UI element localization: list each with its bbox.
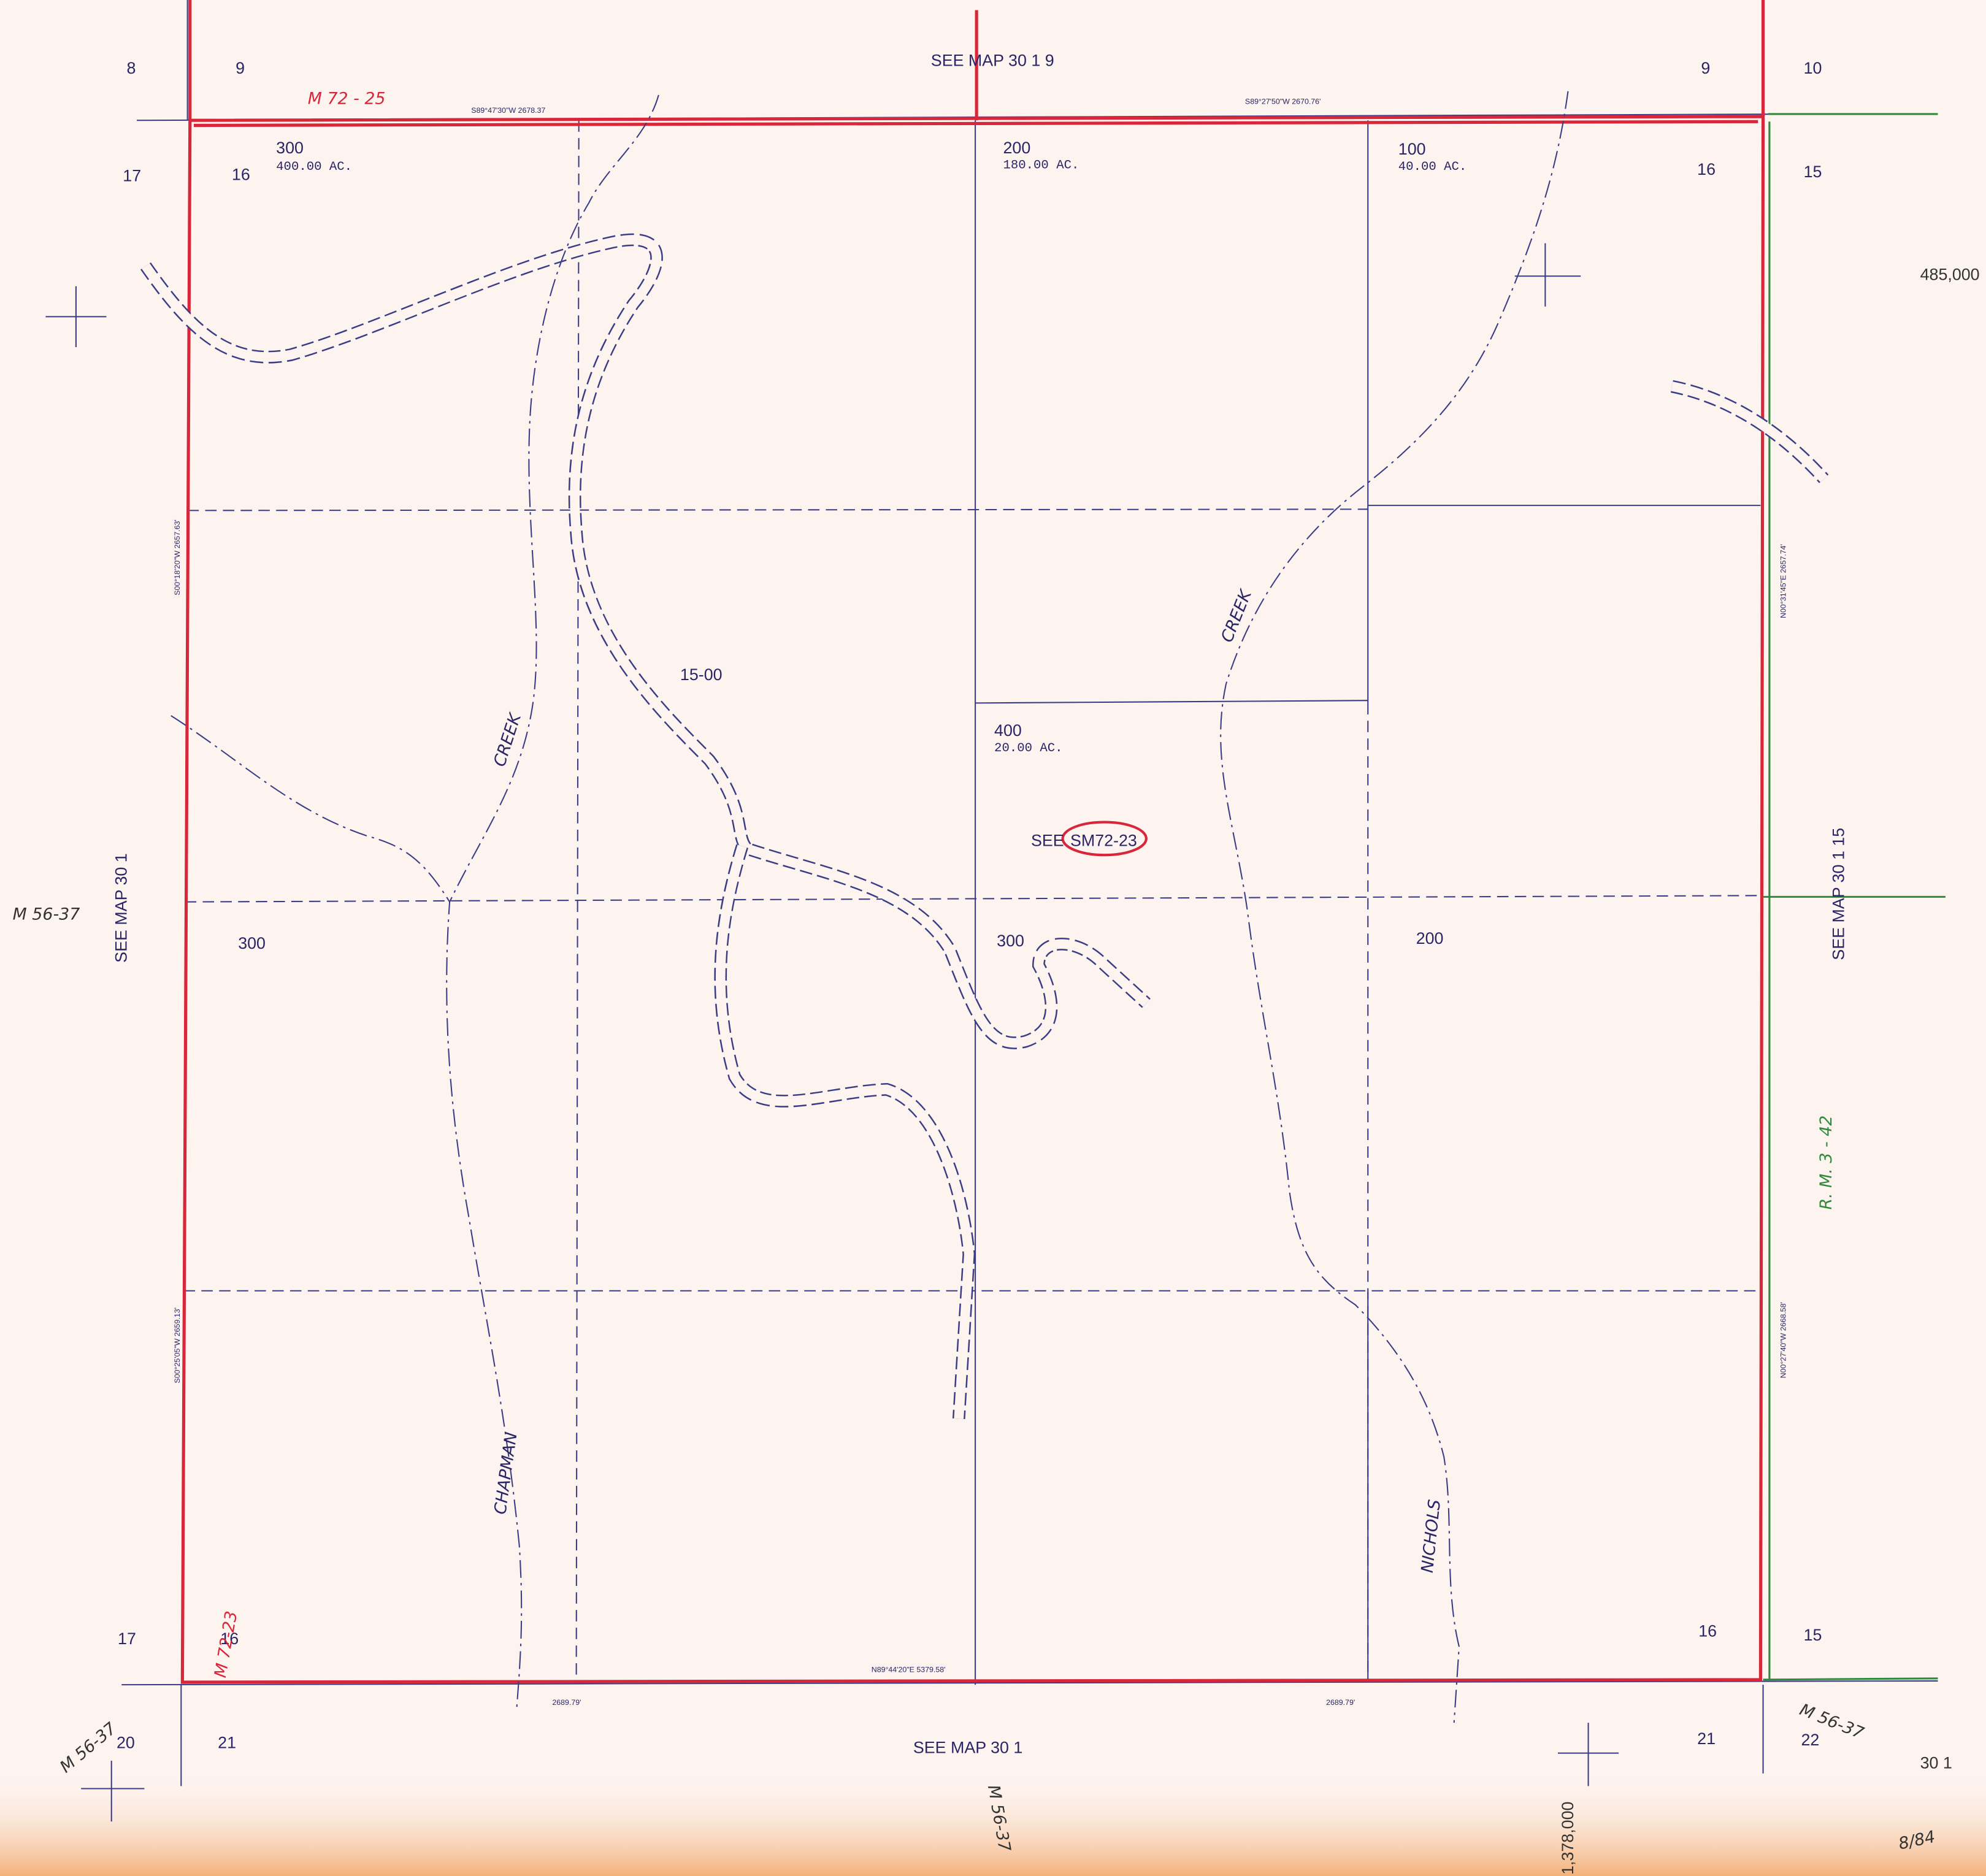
annotation: M 72 - 25: [308, 89, 386, 108]
section-number: 16: [220, 1629, 239, 1648]
parcel-number: 200: [1003, 139, 1031, 157]
bearing: N89°44'20"E 5379.58': [872, 1665, 946, 1674]
green-line: [1763, 1677, 1938, 1681]
lot-number: 300: [238, 934, 266, 952]
section-number: 9: [1701, 59, 1710, 77]
map-boundary: [180, 115, 1765, 1684]
parcel-acres: 180.00 AC.: [1003, 159, 1079, 173]
section-number: 16: [232, 165, 250, 183]
road-center: [142, 235, 1150, 1048]
road-center: [715, 844, 974, 1419]
section-number: 17: [118, 1629, 136, 1648]
section-number: 21: [218, 1733, 236, 1752]
bearing: 2689.79': [552, 1698, 581, 1707]
section-number: 15: [1804, 1626, 1822, 1644]
sheet-number: 30 1: [1920, 1753, 1952, 1772]
bearing: S89°27'50"W 2670.76': [1245, 97, 1321, 105]
section-number: 21: [1697, 1729, 1716, 1748]
survey-cross: [45, 286, 107, 347]
coordinate: 485,000: [1920, 265, 1980, 283]
sixteenth-line: [187, 508, 1368, 511]
paper-stain: [0, 1773, 1986, 1876]
section-line: [121, 1680, 1938, 1686]
lot-number: 200: [1416, 929, 1444, 948]
survey-marks: [45, 243, 1619, 1822]
annotation: M 56-37: [13, 905, 80, 924]
map-boundary: [193, 120, 1758, 128]
boundary: [180, 0, 1765, 1684]
section-number: 15: [1804, 163, 1822, 181]
annotation: R. M. 3 - 42: [1817, 1116, 1836, 1210]
section-number: 17: [123, 166, 141, 185]
parcel-number: 300: [276, 139, 304, 157]
survey-cross: [1514, 243, 1581, 307]
green-lines: [1763, 113, 1946, 1681]
section-number: 9: [236, 59, 245, 77]
section-number: 10: [1804, 59, 1822, 77]
see-map: SEE MAP 30 1: [913, 1739, 1022, 1757]
bearing: S00°18'20"W 2657.63': [173, 519, 182, 595]
road-center: [1671, 381, 1828, 483]
see-ref: SEE: [1031, 832, 1064, 850]
see-map: SEE MAP 30 1: [112, 853, 131, 962]
ref-circle: [1061, 821, 1148, 857]
see-map: SEE MAP 30 1 9: [931, 51, 1054, 69]
roads: [140, 233, 1829, 1419]
creek-line: [171, 715, 450, 903]
bearing: 2689.79': [1326, 1698, 1355, 1707]
bearing: N00°27'40"W 2668.58': [1779, 1302, 1788, 1378]
bearing: N00°31'45"E 2657.74': [1779, 544, 1788, 618]
section-number: 20: [117, 1733, 135, 1752]
survey-cross: [1558, 1723, 1619, 1786]
parcel-number: 400: [994, 721, 1022, 740]
bearing: S89°47'30"W 2678.37: [471, 106, 545, 115]
see-ref: SM72-23: [1070, 832, 1137, 850]
survey-cross: [81, 1761, 145, 1822]
quarter-line: [185, 895, 1761, 903]
section-number: 16: [1698, 1622, 1717, 1641]
section-number: 22: [1801, 1731, 1820, 1749]
section-lines: [121, 0, 1938, 1786]
lot-line: [975, 700, 1368, 704]
bearing: S00°25'05"W 2659.13': [173, 1307, 182, 1383]
creek-line: [1220, 91, 1569, 1723]
creek-line: [446, 94, 659, 1708]
section-number: 16: [1697, 160, 1716, 178]
lot-number: 300: [997, 932, 1024, 950]
coordinate: 1,378,000: [1559, 1802, 1577, 1875]
parcel-acres: 40.00 AC.: [1398, 160, 1466, 174]
map-number: 15-00: [680, 665, 723, 684]
section-number: 8: [127, 59, 136, 77]
creeks: [171, 91, 1569, 1723]
parcel-acres: 20.00 AC.: [994, 741, 1062, 756]
see-map: SEE MAP 30 1 15: [1830, 828, 1848, 960]
parcel-number: 100: [1398, 140, 1426, 158]
sixteenth-line: [575, 120, 580, 1682]
parcel-acres: 400.00 AC.: [276, 160, 352, 174]
